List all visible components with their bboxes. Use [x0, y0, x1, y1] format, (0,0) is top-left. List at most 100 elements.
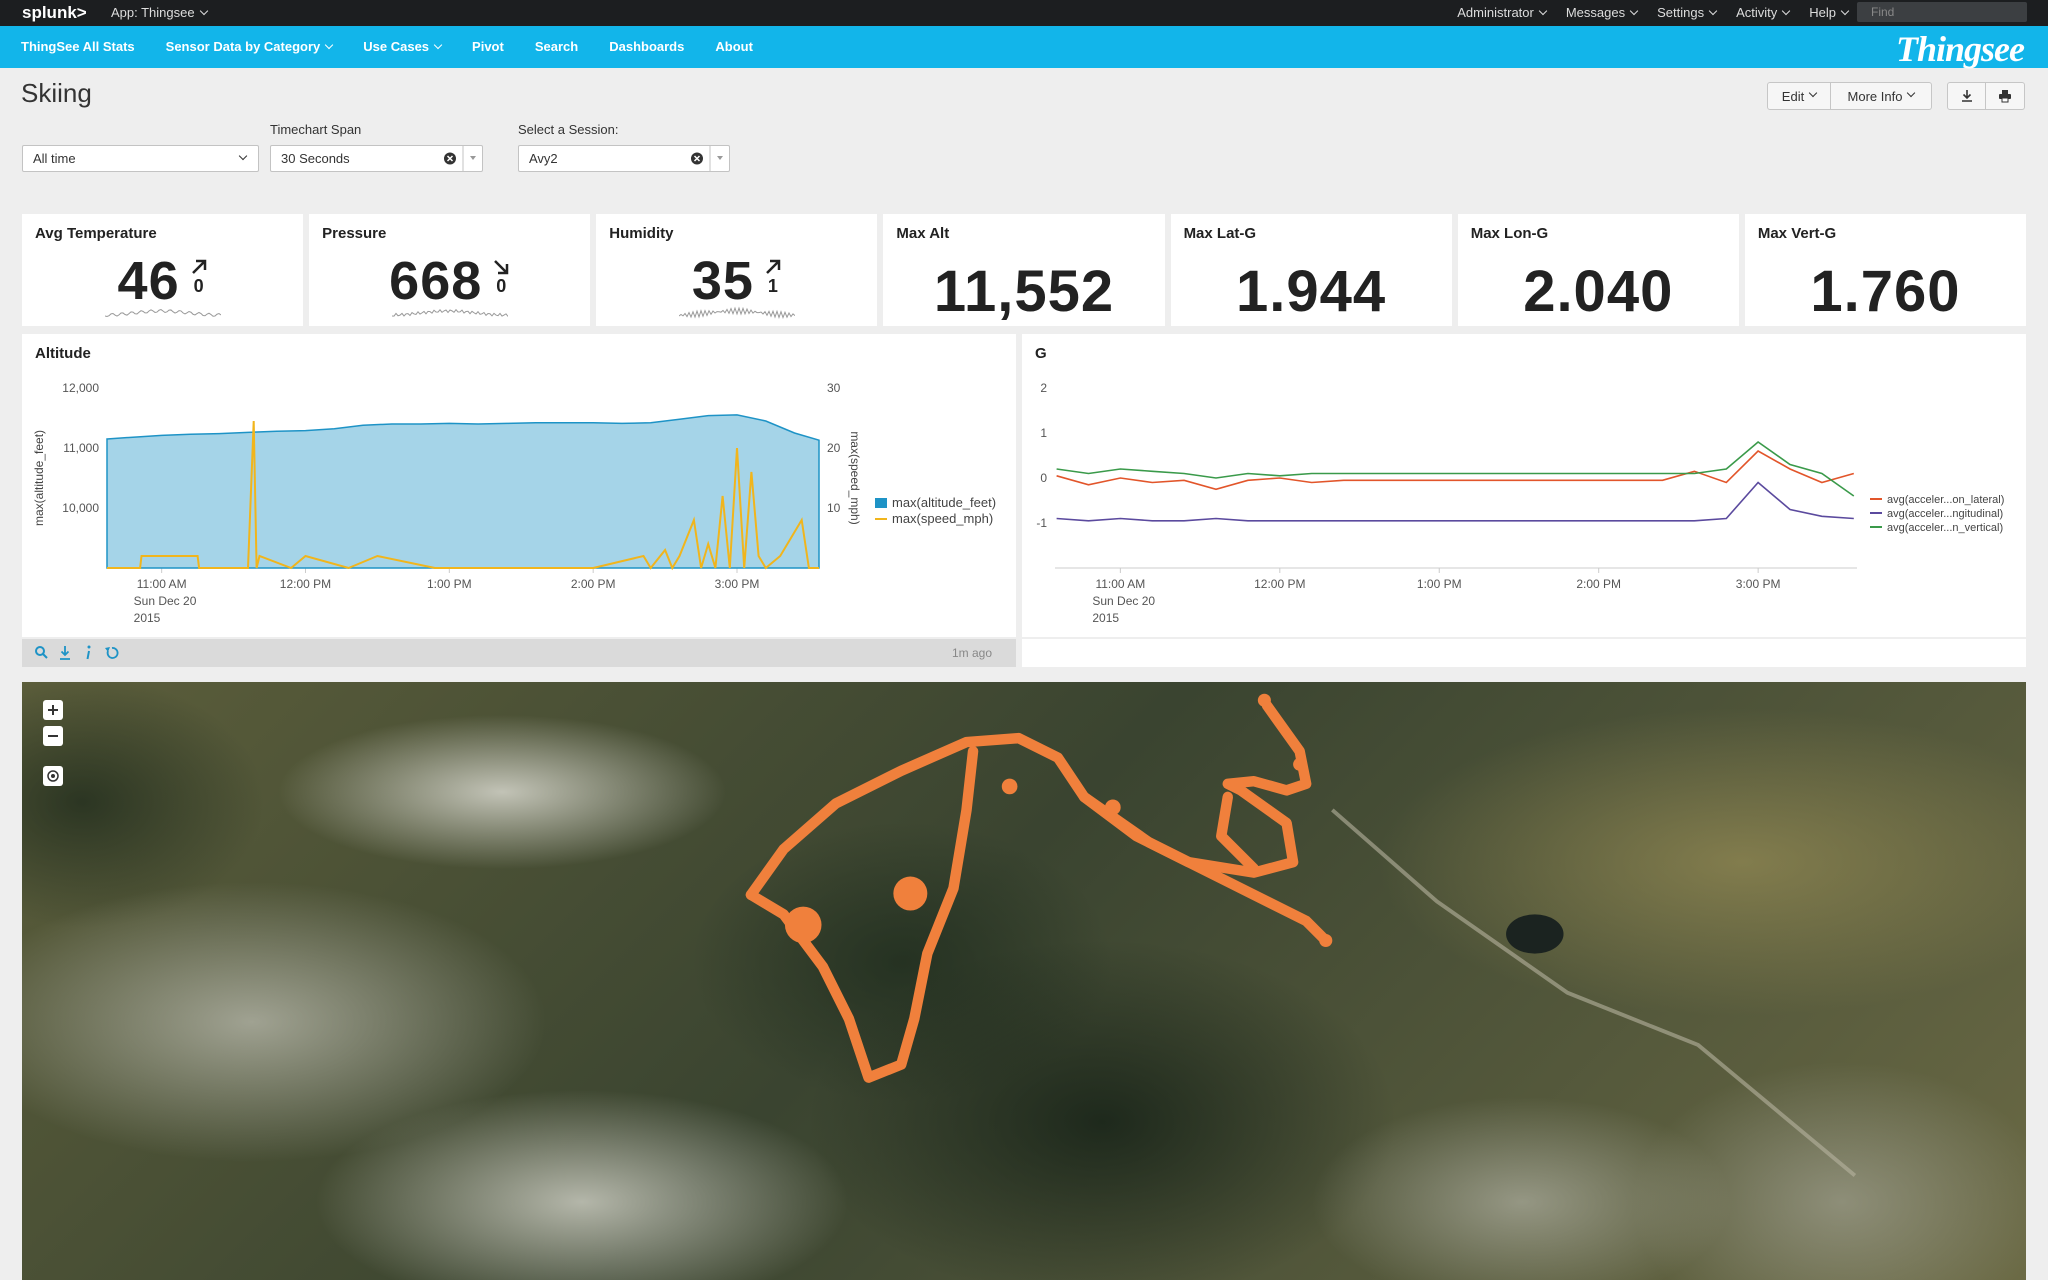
y2-axis-label: max(speed_mph)	[848, 431, 862, 524]
sparkline-path	[391, 308, 508, 317]
nav-item[interactable]: About	[715, 39, 753, 54]
export-icon[interactable]	[60, 646, 70, 660]
page-buttons: Edit More Info	[1767, 82, 1932, 110]
altitude-panel: Altitude 10,000 11,000 12,000 10 20 30 11:00 AM…	[22, 334, 1016, 637]
plus-icon	[48, 705, 58, 715]
legend-swatch	[875, 498, 887, 508]
map-overlay	[745, 693, 1857, 1178]
nav-item[interactable]: Use Cases	[363, 39, 441, 54]
single-value-row: 11,552	[883, 258, 1164, 325]
y2-tick-label: 30	[827, 381, 841, 395]
search-icon[interactable]	[35, 646, 48, 659]
user-menu-item[interactable]: Messages	[1566, 5, 1637, 20]
trend-arrow	[191, 259, 206, 274]
single-value-row: 1.760	[1745, 258, 2026, 325]
download-icon	[1961, 90, 1972, 102]
trend-delta: 0	[193, 275, 204, 296]
download-button[interactable]	[1947, 82, 1986, 110]
x-tick-label: 1:00 PM	[1417, 577, 1462, 591]
sparkline	[391, 308, 508, 317]
single-value-title: Avg Temperature	[35, 225, 157, 242]
single-value-title: Max Lon-G	[1470, 225, 1549, 242]
app-menu[interactable]: App: Thingsee	[111, 5, 207, 20]
trend-arrow	[494, 259, 509, 274]
trend: 0	[190, 258, 208, 297]
panel-footer	[1022, 639, 2026, 667]
page-title: Skiing	[21, 78, 92, 108]
sparkline	[678, 306, 795, 320]
inspect-icon[interactable]	[86, 645, 91, 660]
user-menu-item[interactable]: Activity	[1736, 5, 1789, 20]
zoom-in[interactable]	[43, 700, 63, 720]
single-value-panel: Avg Temperature 46 0	[22, 214, 304, 326]
single-value-panel: Pressure 668 0	[309, 214, 591, 326]
nav-item[interactable]: ThingSee All Stats	[21, 39, 135, 54]
single-value: 668	[389, 251, 483, 311]
x-tick-label: 3:00 PM	[715, 577, 760, 591]
area	[106, 414, 820, 569]
time-picker[interactable]: All time	[22, 145, 259, 172]
y-tick-label: 1	[1040, 426, 1047, 440]
search-box[interactable]: Find	[1857, 2, 2027, 22]
single-value-row: 1.944	[1171, 258, 1452, 325]
locate[interactable]	[43, 766, 63, 786]
locate-icon	[47, 770, 59, 782]
single-value: 11,552	[933, 259, 1115, 324]
map[interactable]	[22, 682, 2026, 1280]
y2-tick-label: 20	[827, 441, 841, 455]
road	[1331, 808, 1857, 1178]
line	[1056, 450, 1855, 491]
nav-item[interactable]: Search	[534, 39, 579, 54]
single-value-panel: Max Lat-G 1.944	[1170, 214, 1452, 326]
y-tick-label: 10,000	[62, 501, 99, 515]
chart: Altitude 10,000 11,000 12,000 10 20 30 11:00 AM…	[32, 345, 996, 625]
x-tick-label: 11:00 AM	[1095, 577, 1145, 591]
single-value: 35	[691, 251, 754, 311]
print-button[interactable]	[1986, 82, 2025, 110]
sparkline	[104, 308, 221, 317]
more-info-button[interactable]: More Info	[1831, 82, 1932, 110]
legend-label: max(speed_mph)	[892, 511, 993, 526]
y-axis-label: max(altitude_feet)	[32, 430, 46, 526]
edit-button[interactable]: Edit	[1767, 82, 1831, 110]
chart-title: Altitude	[35, 345, 91, 362]
input-value: Avy2	[529, 151, 558, 166]
zoom-out[interactable]	[43, 726, 63, 746]
logo[interactable]: splunk>	[22, 3, 87, 22]
g-panel: G -1 0 1 2 11:00 AM Sun Dec 20 2015 12:00 PM 1:00…	[1022, 334, 2026, 637]
nav-item[interactable]: Pivot	[472, 39, 504, 54]
single-value: 46	[117, 251, 180, 311]
y-tick-label: 2	[1040, 381, 1047, 395]
minus-icon	[48, 735, 58, 737]
nav-items: ThingSee All Stats Sensor Data by Categor…	[21, 39, 753, 54]
refresh-icon[interactable]	[105, 647, 119, 659]
trend-delta: 1	[767, 275, 778, 296]
legend-label: max(altitude_feet)	[892, 495, 996, 510]
trend-delta: 0	[496, 275, 507, 296]
x-tick-label: 11:00 AM	[137, 577, 187, 591]
nav-item[interactable]: Sensor Data by Category	[166, 39, 333, 54]
nav-item[interactable]: Dashboards	[609, 39, 685, 54]
y-tick-label: 12,000	[62, 381, 99, 395]
single-value-panel: Max Vert-G 1.760	[1744, 214, 2026, 326]
single-value-title: Humidity	[609, 225, 674, 242]
x-tick-sublabel: 2015	[1092, 611, 1119, 625]
input-label: Select a Session:	[518, 122, 619, 137]
trend-arrow-path	[766, 259, 781, 274]
single-value-panel: Max Alt 11,552	[883, 214, 1165, 326]
app-nav: ThingSee All Stats Sensor Data by Categor…	[0, 26, 2048, 69]
export-buttons	[1947, 82, 2025, 110]
user-menu-item[interactable]: Help	[1809, 5, 1848, 20]
chart: G -1 0 1 2 11:00 AM Sun Dec 20 2015 12:00 PM 1:00…	[1035, 345, 2004, 625]
single-value-row: 668 0	[309, 250, 590, 312]
print-icon	[1999, 90, 2011, 103]
track	[745, 700, 1332, 1083]
single-value: 1.760	[1810, 259, 1961, 324]
input-label: Timechart Span	[270, 122, 362, 137]
user-menu-item[interactable]: Settings	[1657, 5, 1716, 20]
trend-arrow	[766, 259, 781, 274]
single-value: 2.040	[1523, 259, 1674, 324]
legend-label: avg(acceler...ngitudinal)	[1887, 508, 2003, 520]
user-menu-item[interactable]: Administrator	[1457, 5, 1546, 20]
